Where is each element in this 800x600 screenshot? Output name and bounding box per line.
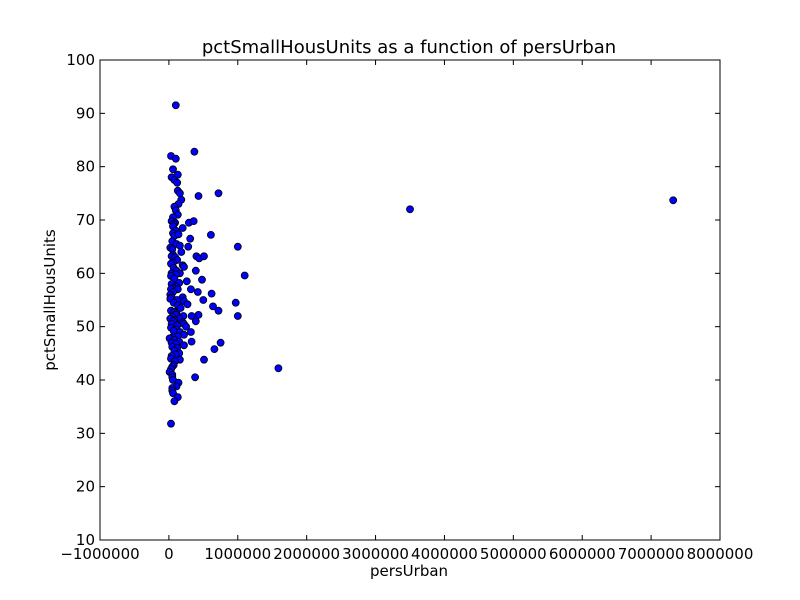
data-point [206,230,215,239]
data-point [174,230,183,239]
data-point [178,224,187,232]
x-tick-label: 3000000 [342,545,409,563]
data-points [165,101,678,428]
x-tick-label: 1000000 [204,545,271,563]
data-point [187,312,196,320]
data-point [184,242,193,251]
y-tick-label: 40 [76,371,95,389]
data-point [182,277,191,286]
y-tick-label: 70 [76,211,95,229]
y-tick-label: 90 [76,104,95,122]
y-tick-label: 50 [76,318,95,336]
data-point [171,154,180,163]
y-axis-label: pctSmallHousUnits [41,229,59,371]
data-point [180,341,188,350]
data-point [177,248,186,256]
data-point [175,189,184,198]
data-point [198,275,206,284]
data-point [167,419,175,428]
data-point [189,217,198,226]
y-tick-label: 10 [76,531,95,549]
data-point [240,271,249,280]
data-point [186,285,195,294]
x-tick-label: 7000000 [618,545,685,563]
data-point [231,298,240,307]
data-point [186,234,195,243]
data-point [170,397,179,406]
y-tick-label: 100 [66,51,95,69]
data-point [191,373,200,382]
data-point [194,310,203,319]
data-point [169,165,177,174]
x-tick-label: 4000000 [411,545,478,563]
data-point [187,337,196,346]
x-tick-label: 8000000 [687,545,754,563]
data-point [190,147,199,156]
x-axis-label: persUrban [370,562,448,580]
chart-title: pctSmallHousUnits as a function of persU… [202,37,616,58]
y-tick-label: 80 [76,158,95,176]
data-point [193,288,202,296]
data-point [233,312,242,320]
data-point [216,338,225,347]
data-point [191,317,200,326]
data-point [194,192,203,200]
data-point [200,355,208,364]
y-tick-label: 60 [76,264,95,282]
data-point [186,328,195,336]
data-point [210,345,219,354]
data-point [180,262,188,271]
y-axis-ticks: 10 20 30 40 50 60 70 80 90 100 [66,51,720,549]
data-point [274,364,283,373]
y-tick-label: 20 [76,478,95,496]
data-point [669,196,678,205]
data-point [176,304,185,312]
x-tick-label: 6000000 [549,545,616,563]
x-tick-label: 0 [164,545,174,563]
data-point [233,242,242,251]
data-point [406,205,414,214]
x-tick-label: 2000000 [273,545,340,563]
y-tick-label: 30 [76,424,95,442]
x-tick-label: −1000000 [60,545,139,563]
data-point [209,302,217,311]
data-point [182,322,191,331]
data-point [199,296,208,304]
data-point [171,101,180,110]
data-point [191,266,200,275]
data-point [214,189,223,198]
data-point [183,300,192,309]
plot-area-frame [99,59,721,541]
data-point [214,306,223,315]
data-point [173,178,182,187]
x-tick-label: 5000000 [480,545,547,563]
x-axis-ticks: −1000000 0 1000000 2000000 3000000 4000000 500… [60,60,753,563]
data-point [175,241,184,250]
data-point [207,289,216,298]
data-point [200,252,208,261]
